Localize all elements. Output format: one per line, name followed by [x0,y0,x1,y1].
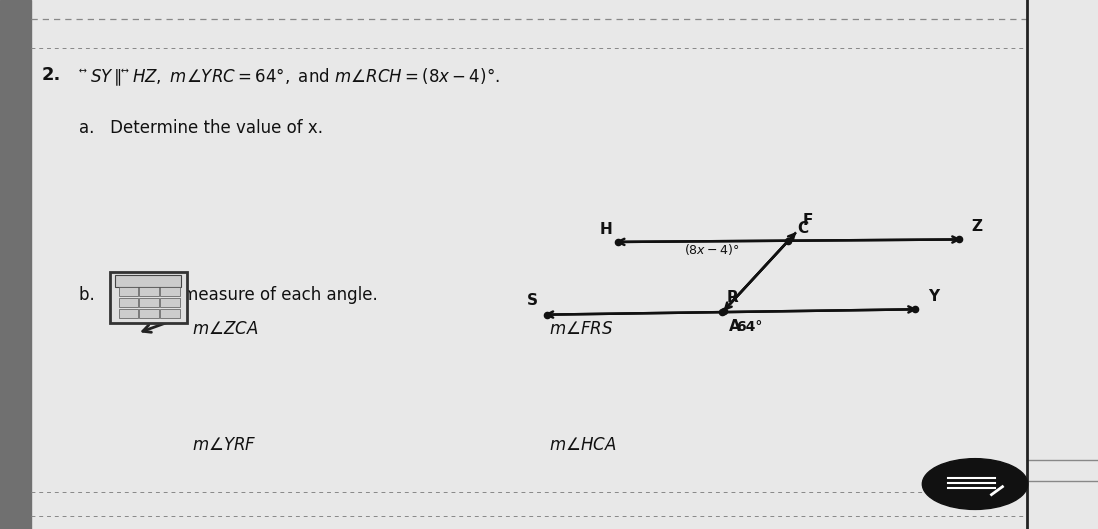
Text: A: A [729,320,741,334]
Bar [139,298,159,307]
Text: $m\angle ZCA$: $m\angle ZCA$ [192,320,258,338]
Text: $(8x-4)°$: $(8x-4)°$ [684,242,740,257]
Bar [160,287,180,296]
Point [950,235,967,244]
Text: $m\angle FRS$: $m\angle FRS$ [549,320,614,338]
Bar [119,298,138,307]
Bar [160,298,180,307]
Point [780,236,797,245]
Point [906,305,923,314]
Text: a.   Determine the value of x.: a. Determine the value of x. [79,119,323,137]
Text: C: C [797,222,808,236]
Point [609,238,627,246]
Text: Y: Y [928,289,939,304]
Text: R: R [727,290,739,305]
Point [538,311,556,319]
Text: 64°: 64° [736,320,762,334]
Bar [115,275,181,287]
Text: S: S [527,293,538,308]
Text: Z: Z [972,219,983,234]
Bar [139,287,159,296]
Bar [139,309,159,318]
Point [714,308,731,316]
Bar [110,272,187,323]
Text: $m\angle HCA$: $m\angle HCA$ [549,436,616,454]
Bar [160,309,180,318]
Circle shape [922,459,1028,509]
Bar [0,0,31,529]
Point [715,307,732,315]
Bar [119,287,138,296]
Bar [119,309,138,318]
Text: 2.: 2. [42,66,61,84]
Text: $\overleftrightarrow{SY} \parallel \overleftrightarrow{HZ},\ m\angle YRC = 64°,$: $\overleftrightarrow{SY} \parallel \over… [79,66,500,88]
Text: F: F [803,213,813,228]
Text: b.   Find the measure of each angle.: b. Find the measure of each angle. [79,286,378,304]
Text: $m\angle YRF$: $m\angle YRF$ [192,436,257,454]
Text: H: H [600,222,613,236]
